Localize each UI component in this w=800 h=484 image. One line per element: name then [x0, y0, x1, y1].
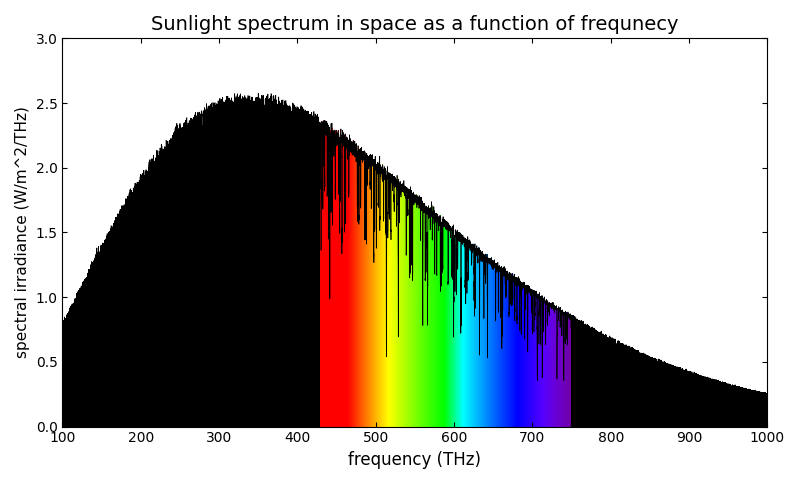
X-axis label: frequency (THz): frequency (THz) [349, 451, 482, 469]
Y-axis label: spectral irradiance (W/m^2/THz): spectral irradiance (W/m^2/THz) [15, 106, 30, 358]
Title: Sunlight spectrum in space as a function of frequnecy: Sunlight spectrum in space as a function… [151, 15, 678, 34]
